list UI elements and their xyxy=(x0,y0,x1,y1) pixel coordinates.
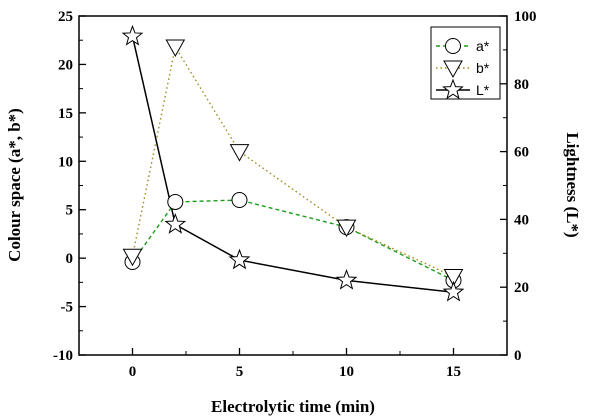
x-tick-label: 0 xyxy=(129,364,137,380)
legend-marker-1 xyxy=(443,60,463,79)
y-tick-label: 20 xyxy=(58,57,73,73)
data-point-1-0 xyxy=(122,248,143,267)
legend-label-0: a* xyxy=(476,38,490,54)
y-tick-label: -5 xyxy=(61,300,74,316)
y-axis-title: Colour space (a*, b*) xyxy=(5,108,24,262)
x-axis-title: Electrolytic time (min) xyxy=(211,397,375,416)
y-tick-label: 0 xyxy=(66,251,74,267)
data-point-1-2 xyxy=(229,144,250,162)
series-line-0 xyxy=(131,199,454,282)
data-point-1-4 xyxy=(443,269,464,287)
legend-marker-2 xyxy=(442,78,464,100)
x-tick-label: 15 xyxy=(446,364,461,380)
data-point-0-1 xyxy=(167,193,184,210)
y-tick-label: 15 xyxy=(58,106,73,122)
data-point-2-4 xyxy=(442,280,465,302)
y-right-tick-label: 60 xyxy=(514,145,529,161)
y-tick-label: -10 xyxy=(53,348,73,364)
data-point-1-1 xyxy=(165,39,186,58)
y-right-tick-label: 20 xyxy=(514,280,529,296)
legend-box xyxy=(430,26,501,100)
y-tick-label: 10 xyxy=(58,154,73,170)
legend-label-1: b* xyxy=(476,60,490,76)
data-point-1-3 xyxy=(336,219,357,238)
data-point-2-0 xyxy=(121,24,144,46)
series-markers xyxy=(121,24,465,302)
legend-items: a* b* L* xyxy=(436,38,490,100)
y-right-tick-label: 40 xyxy=(514,212,529,228)
y-right-axis-title: Lightness (L*) xyxy=(563,132,582,237)
y-tick-label: 25 xyxy=(58,9,73,25)
series-line-1 xyxy=(131,45,454,278)
data-point-2-1 xyxy=(164,213,187,234)
data-point-0-2 xyxy=(231,192,248,209)
y-right-tick-label: 100 xyxy=(514,9,537,25)
legend: a* b* L* xyxy=(430,26,501,100)
y-right-tick-label: 0 xyxy=(514,348,522,364)
y-tick-label: 5 xyxy=(66,203,74,219)
data-point-2-3 xyxy=(335,268,358,290)
series-lines xyxy=(131,36,454,294)
x-tick-label: 5 xyxy=(236,364,244,380)
legend-label-2: L* xyxy=(476,82,490,98)
y-right-tick-label: 80 xyxy=(514,77,529,93)
axis-ticks: -10 -5 0 5 10 15 20 25 0 20 40 60 80 100 0 5 10 15 xyxy=(53,9,537,380)
x-tick-label: 10 xyxy=(339,364,354,380)
data-point-2-2 xyxy=(228,248,251,270)
legend-marker-0 xyxy=(445,38,461,54)
